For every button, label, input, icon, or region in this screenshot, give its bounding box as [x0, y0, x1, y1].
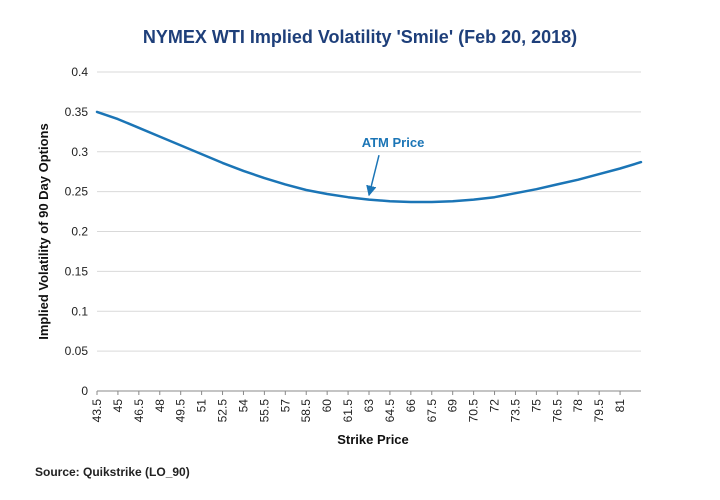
y-tick-label: 0.35	[65, 105, 89, 119]
y-axis-title: Implied Volatility of 90 Day Options	[36, 123, 51, 339]
grid-lines	[97, 71, 641, 352]
x-tick-label: 69	[446, 399, 460, 413]
y-tick-label: 0.05	[65, 344, 89, 358]
y-tick-label: 0.4	[71, 65, 88, 79]
x-tick-label: 52.5	[216, 399, 230, 423]
x-tick-label: 43.5	[90, 399, 104, 423]
y-tick-label: 0.25	[65, 185, 89, 199]
x-tick-label: 72	[488, 399, 502, 413]
x-tick-label: 60	[320, 399, 334, 413]
atm-price-arrow	[366, 155, 380, 197]
y-tick-label: 0	[81, 384, 88, 398]
x-tick-label: 57	[278, 399, 292, 413]
x-tick-label: 78	[571, 399, 585, 413]
x-tick-label: 75	[529, 399, 543, 413]
chart-title: NYMEX WTI Implied Volatility 'Smile' (Fe…	[143, 27, 577, 47]
x-tick-label: 79.5	[592, 399, 606, 423]
source-note: Source: Quikstrike (LO_90)	[35, 465, 190, 479]
x-tick-label: 54	[236, 399, 250, 413]
y-axis-ticks: 0 0.05 0.1 0.15 0.2 0.25 0.3 0.35 0.4	[65, 65, 89, 398]
x-tick-label: 73.5	[508, 399, 522, 423]
x-axis-ticks: 43.5 45 46.5 48 49.5 51 52.5 54 55.5 57 58.5 60 61.5…	[90, 391, 627, 422]
y-tick-label: 0.3	[71, 145, 88, 159]
x-tick-label: 46.5	[132, 399, 146, 423]
series-line	[95, 110, 643, 204]
y-tick-label: 0.1	[71, 304, 88, 318]
x-tick-label: 81	[613, 399, 627, 413]
y-tick-label: 0.2	[71, 225, 88, 239]
x-tick-label: 55.5	[257, 399, 271, 423]
series-layer	[95, 110, 643, 204]
y-tick-label: 0.15	[65, 264, 89, 278]
x-tick-label: 48	[153, 399, 167, 413]
x-tick-label: 66	[404, 399, 418, 413]
atm-price-annotation: ATM Price	[362, 135, 425, 150]
x-tick-label: 61.5	[341, 399, 355, 423]
x-tick-label: 45	[111, 399, 125, 413]
x-tick-label: 64.5	[383, 399, 397, 423]
x-tick-label: 63	[362, 399, 376, 413]
x-axis-title: Strike Price	[337, 432, 409, 447]
x-tick-label: 49.5	[174, 399, 188, 423]
x-tick-label: 51	[195, 399, 209, 413]
x-tick-label: 67.5	[425, 399, 439, 423]
x-tick-label: 58.5	[299, 399, 313, 423]
x-tick-label: 70.5	[467, 399, 481, 423]
x-tick-label: 76.5	[550, 399, 564, 423]
